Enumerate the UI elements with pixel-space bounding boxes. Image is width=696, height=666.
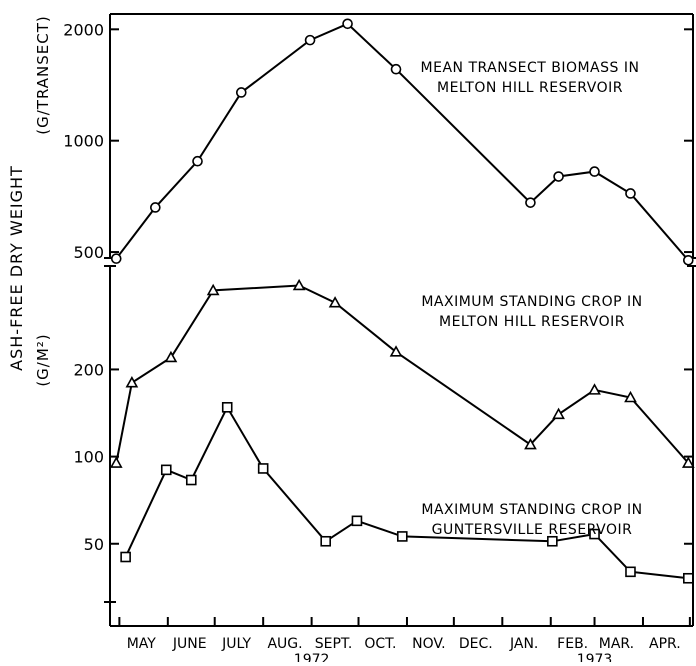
x-year-label: 1973 (577, 652, 613, 662)
data-point-square (396, 531, 408, 542)
y-tick-label: 1000 (63, 132, 104, 151)
data-point-square (185, 474, 197, 486)
series-label: GUNTERSVILLE RESERVOIR (432, 522, 633, 538)
x-tick-label: DEC. (459, 636, 493, 652)
x-tick-label: APR. (649, 636, 681, 652)
x-tick-label: JULY (221, 636, 251, 652)
data-point-triangle (681, 456, 695, 468)
x-tick-label: FEB. (557, 636, 588, 652)
x-tick-label: JUNE (172, 636, 207, 652)
x-tick-label: OCT. (364, 636, 396, 652)
data-point-square (320, 535, 331, 547)
x-tick-label: NOV. (412, 636, 445, 652)
data-point-square (589, 528, 600, 540)
series-line-2 (124, 405, 689, 580)
data-point-triangle (588, 383, 601, 395)
data-point-square (120, 551, 131, 563)
data-point-circle (589, 166, 600, 177)
x-year-label: 1972 (294, 652, 330, 662)
data-point-square (683, 572, 694, 584)
panel-unit-label: (G/M²) (34, 333, 52, 386)
series-label: MAXIMUM STANDING CROP IN (421, 294, 642, 310)
data-point-triangle (164, 350, 178, 363)
data-point-triangle (624, 390, 637, 403)
data-point-square (257, 463, 269, 474)
data-point-square (547, 535, 558, 547)
y-tick-label: 50 (84, 535, 104, 554)
data-point-circle (304, 34, 316, 46)
data-point-triangle (524, 437, 537, 450)
data-point-triangle (125, 376, 139, 388)
data-point-triangle (292, 278, 306, 291)
y-tick-label: 500 (73, 243, 104, 262)
data-point-square (160, 464, 172, 476)
series-label: MELTON HILL RESERVOIR (437, 80, 623, 96)
data-point-triangle (328, 296, 342, 308)
series-label: MEAN TRANSECT BIOMASS IN (421, 60, 640, 76)
x-tick-label: AUG. (267, 636, 302, 652)
data-point-circle (683, 254, 694, 266)
data-point-triangle (109, 456, 123, 468)
x-tick-label: SEPT. (315, 636, 353, 652)
x-tick-label: JAN. (509, 636, 538, 652)
data-point-circle (342, 18, 353, 30)
y-tick-label: 2000 (63, 20, 104, 39)
data-point-circle (625, 188, 636, 199)
data-point-circle (553, 171, 564, 182)
series-label: MAXIMUM STANDING CROP IN (421, 502, 642, 518)
y-tick-label: 100 (73, 448, 104, 467)
data-point-square (351, 515, 363, 527)
axes-layer (104, 13, 696, 627)
data-point-circle (235, 87, 247, 98)
series-label: MELTON HILL RESERVOIR (439, 314, 625, 330)
panel-unit-label: (G/TRANSECT) (34, 15, 52, 134)
data-point-circle (110, 253, 122, 264)
data-point-square (625, 566, 636, 578)
data-point-circle (390, 63, 402, 75)
data-point-triangle (552, 407, 565, 420)
x-tick-label: MAR. (599, 636, 634, 652)
x-tick-label: MAY (127, 636, 157, 652)
data-point-circle (150, 202, 161, 213)
y-axis-title: ASH-FREE DRY WEIGHT (7, 165, 26, 371)
text-layer: 2000 1000 500 (G/TRANSECT) 200 100 50 (G/M²) ASH… (7, 15, 681, 666)
data-point-triangle (389, 345, 403, 357)
data-point-square (221, 401, 233, 413)
data-point-circle (192, 155, 203, 167)
data-point-triangle (206, 283, 220, 296)
y-tick-label: 200 (73, 360, 104, 379)
series-line-0 (115, 22, 690, 261)
data-point-circle (525, 197, 536, 208)
markers-layer (109, 18, 695, 584)
series-line-1 (115, 284, 690, 464)
